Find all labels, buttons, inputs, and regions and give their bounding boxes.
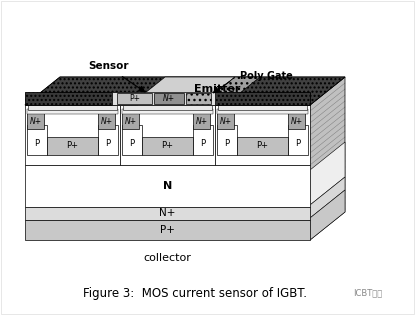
Polygon shape [310,190,345,240]
Bar [193,125,213,155]
Text: P: P [34,139,39,147]
Text: P: P [295,139,300,147]
Text: N+: N+ [195,117,208,125]
Bar [217,113,234,129]
Bar [112,92,215,105]
Bar [27,98,118,105]
Text: N+: N+ [220,117,232,125]
Bar [288,113,305,129]
Polygon shape [310,177,345,218]
Bar [217,98,308,105]
Bar [25,165,310,207]
Text: Poly Gate: Poly Gate [240,71,293,81]
Text: P+: P+ [161,141,173,151]
Bar [186,93,211,104]
Text: P: P [105,139,110,147]
Bar [25,92,137,105]
Text: P: P [225,139,229,147]
Bar [25,220,310,240]
Bar [142,137,193,155]
Bar [215,105,310,165]
Text: P+: P+ [129,94,140,103]
Bar [120,105,215,165]
Bar [47,137,98,155]
Bar [25,105,120,165]
Polygon shape [25,77,345,105]
Text: N+: N+ [159,209,176,219]
Bar [122,125,142,155]
Text: P+: P+ [66,141,78,151]
Text: N+: N+ [290,117,303,125]
Bar [154,93,184,104]
Text: N+: N+ [163,94,175,103]
Text: collector: collector [144,253,191,263]
Polygon shape [310,142,345,205]
Bar [217,125,237,155]
Bar [25,207,310,220]
Text: N: N [163,181,172,191]
Text: ICBT应用: ICBT应用 [354,289,383,297]
Bar [27,109,118,114]
Text: Sensor: Sensor [88,61,128,71]
Bar [193,113,210,129]
Bar [27,125,47,155]
Text: P: P [129,139,134,147]
Text: P: P [200,139,205,147]
Bar [117,93,152,104]
Polygon shape [130,77,235,105]
Text: N+: N+ [29,117,42,125]
Polygon shape [200,77,260,105]
Text: Figure 3:  MOS current sensor of IGBT.: Figure 3: MOS current sensor of IGBT. [83,287,307,300]
Text: P+: P+ [160,225,175,235]
Text: N+: N+ [124,117,137,125]
Bar [218,105,307,110]
Bar [123,105,212,110]
Text: P+: P+ [256,141,269,151]
Polygon shape [25,77,345,105]
Bar [237,137,288,155]
Bar [28,105,117,110]
Bar [215,92,310,105]
Bar [27,113,44,129]
Bar [98,125,118,155]
Bar [217,109,308,114]
Bar [98,113,115,129]
Bar [122,98,213,105]
Text: Emitter: Emitter [193,84,240,94]
Bar [122,109,213,114]
Text: N+: N+ [100,117,112,125]
Polygon shape [310,77,345,240]
Bar [122,113,139,129]
Bar [288,125,308,155]
